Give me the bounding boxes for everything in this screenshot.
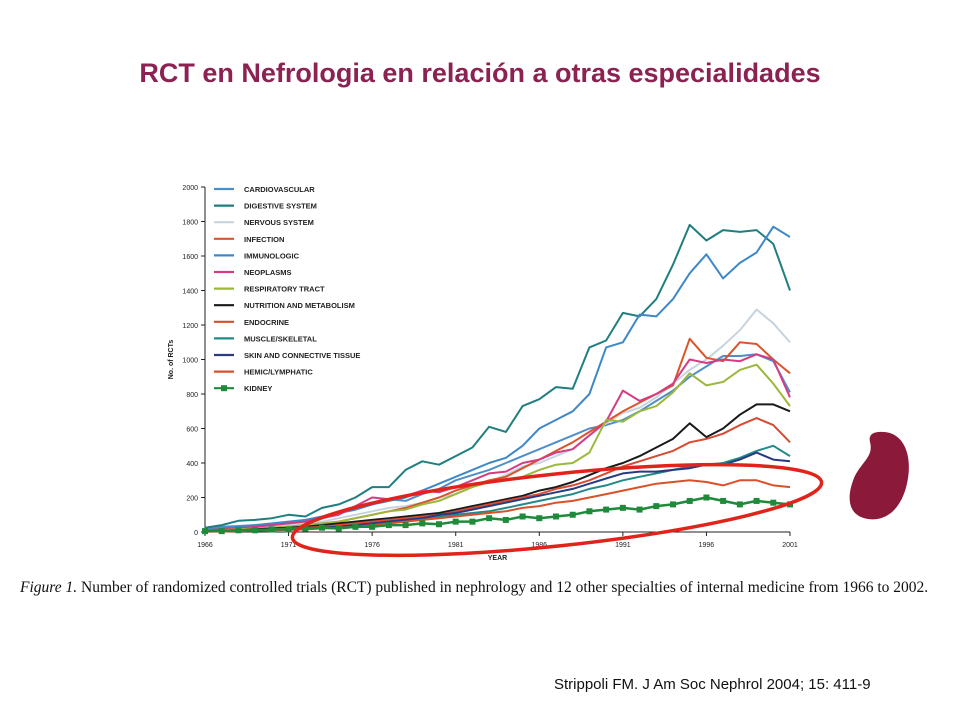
kidney-point	[670, 501, 676, 508]
kidney-point	[502, 516, 509, 523]
x-tick-label: 1981	[448, 542, 464, 549]
kidney-point	[285, 526, 292, 533]
kidney-point	[218, 528, 225, 535]
kidney-point	[703, 494, 710, 501]
y-tick-label: 2000	[182, 185, 198, 192]
legend-label-5: NEOPLASMS	[244, 268, 292, 277]
kidney-point	[252, 527, 259, 534]
x-tick-label: 1996	[699, 542, 715, 549]
legend-label-2: NERVOUS SYSTEM	[244, 218, 314, 227]
kidney-point	[569, 511, 576, 518]
kidney-point	[619, 504, 626, 511]
y-tick-label: 200	[186, 496, 198, 503]
kidney-point	[452, 518, 459, 525]
kidney-point	[436, 521, 442, 528]
legend-marker-kidney	[221, 385, 227, 392]
x-tick-label: 1971	[281, 542, 297, 549]
x-tick-label: 1976	[364, 542, 380, 549]
kidney-point	[586, 508, 593, 515]
x-tick-label: 2001	[782, 542, 798, 549]
y-tick-label: 0	[194, 530, 198, 537]
x-axis-label: YEAR	[488, 555, 507, 562]
kidney-point	[235, 527, 242, 534]
x-tick-label: 1991	[615, 542, 631, 549]
chart-axes: 0 200 400 600 800 1000 1200 1400 1600 1800 2000 196…	[168, 185, 798, 562]
kidney-point	[653, 503, 660, 510]
kidney-point	[385, 522, 392, 529]
kidney-point	[369, 523, 376, 530]
kidney-point	[268, 526, 275, 533]
kidney-point	[335, 525, 342, 532]
y-tick-label: 400	[186, 461, 198, 468]
kidney-point	[402, 522, 409, 529]
kidney-point	[736, 501, 743, 508]
y-axis-label: No. of RCTs	[168, 340, 175, 380]
kidney-point	[770, 499, 777, 506]
legend-label-12: KIDNEY	[244, 384, 272, 393]
legend-label-8: ENDOCRINE	[244, 318, 289, 327]
legend-label-9: MUSCLE/SKELETAL	[244, 334, 317, 343]
legend-label-6: RESPIRATORY TRACT	[244, 285, 325, 294]
kidney-icon	[849, 431, 909, 520]
kidney-point	[603, 506, 610, 513]
kidney-point	[486, 515, 493, 522]
caption-text: Number of randomized controlled trials (…	[77, 579, 929, 596]
y-tick-label: 1400	[182, 289, 198, 296]
y-tick-label: 1600	[182, 254, 198, 261]
highlight-ellipse	[290, 462, 824, 558]
y-tick-label: 800	[186, 392, 198, 399]
x-tick-label: 1986	[531, 542, 547, 549]
legend-label-7: NUTRITION AND METABOLISM	[244, 301, 355, 310]
legend-label-11: HEMIC/LYMPHATIC	[244, 368, 313, 377]
series-line-6	[204, 363, 791, 533]
kidney-point	[352, 523, 359, 530]
kidney-point	[636, 506, 643, 513]
kidney-point	[519, 513, 526, 520]
kidney-point	[302, 525, 309, 532]
legend-label-1: DIGESTIVE SYSTEM	[244, 202, 317, 211]
kidney-point	[469, 518, 476, 525]
legend-label-4: IMMUNOLOGIC	[244, 251, 300, 260]
rct-line-chart: 0 200 400 600 800 1000 1200 1400 1600 1800 2000 196…	[168, 185, 909, 562]
kidney-point	[553, 513, 559, 520]
y-tick-label: 1200	[182, 323, 198, 330]
caption-figure-label: Figure 1.	[20, 579, 78, 596]
series-line-1	[204, 223, 791, 529]
kidney-point	[202, 528, 208, 535]
y-tick-label: 600	[186, 427, 198, 434]
kidney-point	[720, 497, 727, 504]
kidney-point	[419, 520, 426, 527]
legend-label-3: INFECTION	[244, 235, 284, 244]
y-tick-label: 1800	[182, 220, 198, 227]
kidney-point	[753, 497, 760, 504]
kidney-point	[686, 497, 693, 504]
series-line-5	[204, 353, 791, 532]
legend-label-0: CARDIOVASCULAR	[244, 185, 315, 194]
chart-legend: CARDIOVASCULAR DIGESTIVE SYSTEM NERVOUS SY…	[214, 185, 360, 393]
kidney-point	[319, 524, 325, 531]
figure-caption: Figure 1. Number of randomized controlle…	[20, 578, 945, 598]
citation: Strippoli FM. J Am Soc Nephrol 2004; 15:…	[554, 676, 871, 693]
x-tick-label: 1966	[197, 542, 213, 549]
legend-label-10: SKIN AND CONNECTIVE TISSUE	[244, 351, 360, 360]
slide-title: RCT en Nefrologia en relación a otras es…	[139, 58, 821, 88]
kidney-point	[536, 515, 543, 522]
series-line-4	[204, 225, 791, 532]
y-tick-label: 1000	[182, 358, 198, 365]
